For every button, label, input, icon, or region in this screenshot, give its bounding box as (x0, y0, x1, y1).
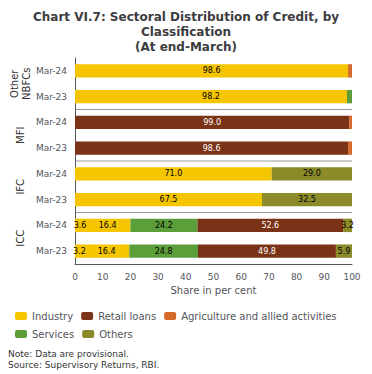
svg-text:30: 30 (152, 272, 164, 282)
svg-text:50: 50 (208, 272, 220, 282)
svg-text:3.6: 3.6 (74, 221, 87, 230)
svg-text:0: 0 (72, 272, 78, 282)
svg-text:Mar-24: Mar-24 (36, 66, 67, 76)
svg-text:Mar-24: Mar-24 (36, 169, 67, 179)
svg-text:24.2: 24.2 (155, 221, 173, 230)
svg-text:ICC: ICC (15, 230, 26, 247)
svg-text:10: 10 (97, 272, 109, 282)
svg-text:29.0: 29.0 (303, 169, 321, 178)
svg-text:Retail loans: Retail loans (98, 311, 156, 322)
svg-text:20: 20 (125, 272, 137, 282)
svg-text:100: 100 (343, 272, 360, 282)
svg-text:40: 40 (180, 272, 192, 282)
svg-text:3.2: 3.2 (341, 221, 354, 230)
svg-text:Source: Supervisory Returns, R: Source: Supervisory Returns, RBI. (8, 360, 159, 370)
svg-text:70: 70 (263, 272, 275, 282)
svg-text:3.2: 3.2 (73, 247, 86, 256)
svg-text:5.9: 5.9 (338, 247, 351, 256)
svg-text:Mar-23: Mar-23 (36, 92, 67, 102)
svg-text:49.8: 49.8 (258, 247, 276, 256)
svg-text:Industry: Industry (32, 311, 73, 322)
svg-text:Classification: Classification (141, 25, 231, 39)
svg-text:Share in per cent: Share in per cent (170, 285, 256, 296)
svg-text:98.6: 98.6 (203, 144, 221, 153)
svg-text:16.4: 16.4 (99, 221, 117, 230)
svg-text:NBFCs: NBFCs (21, 68, 32, 100)
svg-text:Other: Other (9, 69, 20, 98)
svg-text:71.0: 71.0 (164, 169, 182, 178)
svg-text:Mar-23: Mar-23 (36, 195, 67, 205)
svg-text:16.4: 16.4 (98, 247, 116, 256)
svg-text:52.6: 52.6 (261, 221, 279, 230)
svg-text:60: 60 (235, 272, 247, 282)
svg-text:24.8: 24.8 (155, 247, 173, 256)
svg-text:98.2: 98.2 (202, 92, 220, 101)
svg-text:99.0: 99.0 (203, 118, 221, 127)
svg-text:67.5: 67.5 (160, 195, 178, 204)
svg-text:MFI: MFI (15, 127, 26, 144)
svg-text:Others: Others (99, 329, 133, 340)
svg-text:(At end-March): (At end-March) (135, 40, 237, 54)
svg-text:Mar-23: Mar-23 (36, 246, 67, 256)
svg-text:Note: Data are provisional.: Note: Data are provisional. (8, 349, 129, 359)
svg-text:32.5: 32.5 (298, 195, 316, 204)
svg-text:Mar-24: Mar-24 (36, 220, 67, 230)
svg-text:Mar-23: Mar-23 (36, 143, 67, 153)
svg-text:IFC: IFC (15, 179, 26, 195)
svg-text:Services: Services (32, 329, 74, 340)
svg-text:98.6: 98.6 (203, 66, 221, 75)
svg-text:90: 90 (319, 272, 331, 282)
svg-text:Mar-24: Mar-24 (36, 117, 67, 127)
svg-text:Agriculture and allied activit: Agriculture and allied activities (181, 311, 336, 322)
svg-text:Chart VI.7: Sectoral Distribut: Chart VI.7: Sectoral Distribution of Cre… (33, 10, 339, 24)
svg-text:80: 80 (291, 272, 303, 282)
